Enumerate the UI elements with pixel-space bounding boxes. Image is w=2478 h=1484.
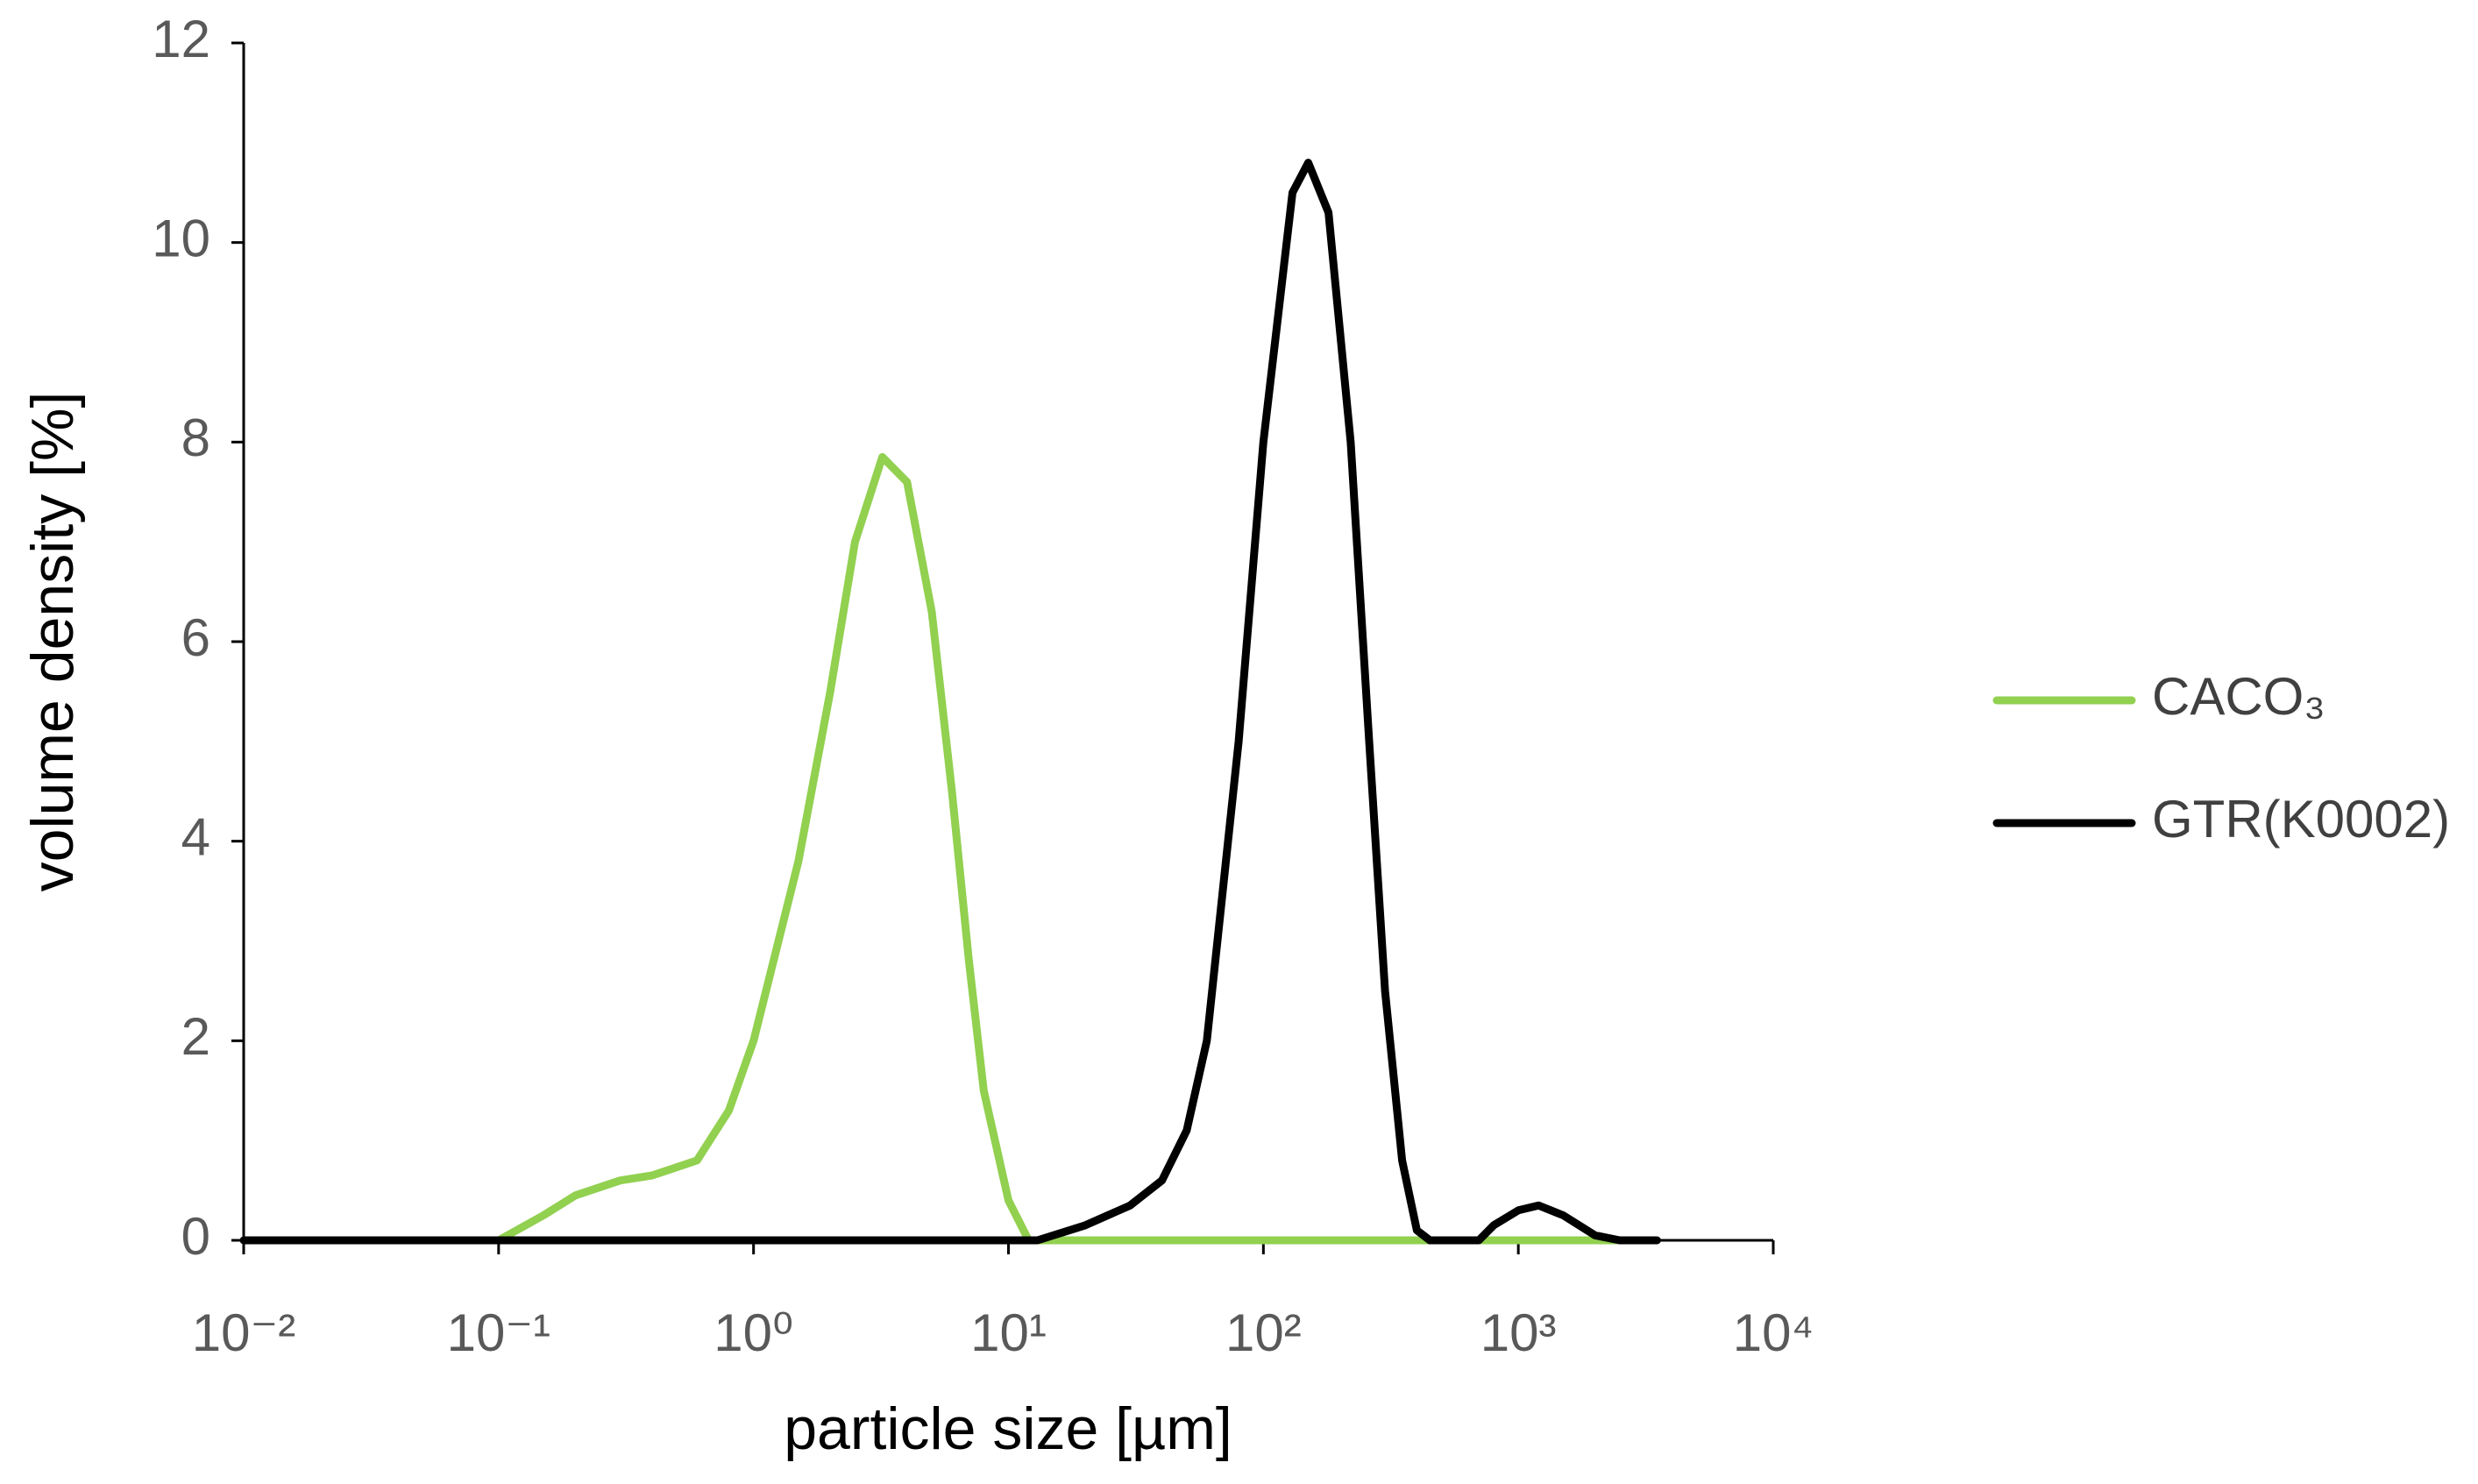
y-tick-label: 8 — [181, 408, 210, 467]
x-axis-title: particle size [µm] — [784, 1395, 1232, 1462]
y-axis-title: volume density [%] — [19, 392, 86, 892]
y-tick-label: 0 — [181, 1207, 210, 1266]
legend-text: CACO₃ — [2152, 667, 2325, 726]
y-tick-label: 4 — [181, 808, 210, 867]
x-tick-label: 10⁻¹ — [447, 1303, 550, 1362]
y-tick-label: 2 — [181, 1007, 210, 1066]
x-tick-label: 10⁰ — [714, 1303, 793, 1362]
x-tick-label: 10² — [1225, 1303, 1302, 1362]
y-tick-label: 6 — [181, 608, 210, 667]
y-tick-label: 12 — [152, 10, 210, 68]
series-line — [239, 159, 1661, 1245]
x-tick-label: 10¹ — [970, 1303, 1047, 1362]
x-tick-label: 10³ — [1480, 1303, 1557, 1362]
x-tick-label: 10⁴ — [1733, 1303, 1814, 1362]
series-line — [239, 452, 1624, 1245]
x-tick-label: 10⁻² — [192, 1303, 295, 1362]
y-tick-label: 10 — [152, 209, 210, 268]
legend-text: GTR(K0002) — [2152, 790, 2450, 849]
